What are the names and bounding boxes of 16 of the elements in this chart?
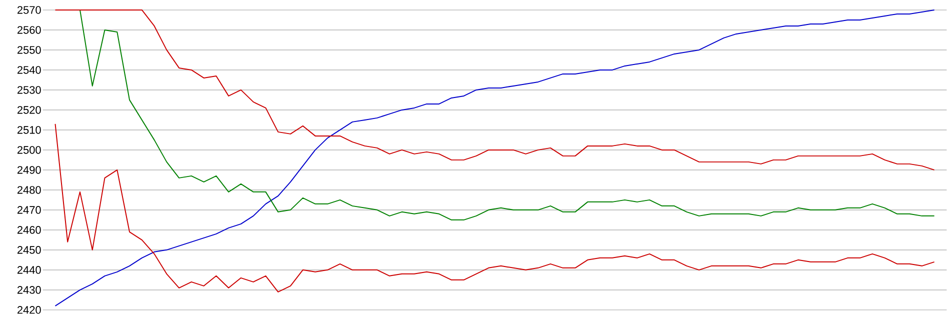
y-tick-label: 2550 [17,46,41,54]
y-tick-label: 2560 [17,26,41,34]
y-tick-label: 2440 [17,266,41,274]
y-tick-label: 2450 [17,246,41,254]
y-tick-label: 2520 [17,106,41,114]
y-tick-label: 2490 [17,166,41,174]
y-tick-label: 2500 [17,146,41,154]
y-tick-label: 2540 [17,66,41,74]
y-tick-label: 2530 [17,86,41,94]
y-tick-label: 2430 [17,286,41,294]
y-tick-label: 2460 [17,226,41,234]
y-tick-label: 2510 [17,126,41,134]
y-tick-label: 2570 [17,6,41,14]
y-tick-label: 2470 [17,206,41,214]
y-tick-label: 2420 [17,306,41,314]
y-tick-label: 2480 [17,186,41,194]
